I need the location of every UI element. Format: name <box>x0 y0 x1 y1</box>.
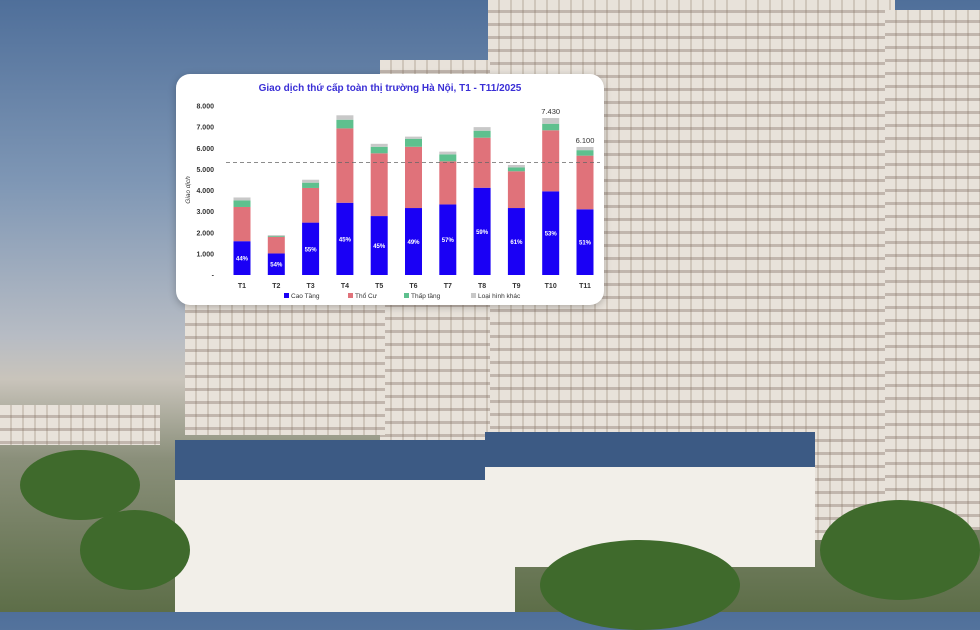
x-tick-label: T4 <box>341 283 349 290</box>
bar-segment-thấp-tầng <box>576 150 594 156</box>
legend-label: Loại hình khác <box>478 293 521 300</box>
x-tick-label: T1 <box>238 283 246 290</box>
x-tick-label: T10 <box>545 283 557 290</box>
legend-swatch <box>284 293 289 298</box>
x-tick-label: T5 <box>375 283 383 290</box>
bar-segment-cao-tầng <box>405 208 422 275</box>
bar-share-label: 49% <box>407 240 420 246</box>
bar-share-label: 54% <box>270 263 283 269</box>
legend-label: Cao Tầng <box>291 291 320 300</box>
bar-segment-thấp-tầng <box>405 138 422 147</box>
x-tick-label: T7 <box>444 283 452 290</box>
bar-segment-thấp-tầng <box>473 130 491 138</box>
x-tick-label: T11 <box>579 283 591 290</box>
y-tick-label: 5.000 <box>196 167 214 174</box>
bar-segment-cao-tầng <box>233 241 251 275</box>
y-tick-label: 3.000 <box>196 209 214 216</box>
x-tick-label: T3 <box>307 283 315 290</box>
bar-segment-loại-hình-khác <box>267 235 285 236</box>
bar-segment-thổ-cư <box>439 161 457 205</box>
bar-segment-thấp-tầng <box>370 146 388 154</box>
bar-segment-loại-hình-khác <box>439 151 457 155</box>
y-tick-label: 8.000 <box>196 104 214 111</box>
chart-title: Giao dịch thứ cấp toàn thị trường Hà Nội… <box>259 82 522 94</box>
y-tick-label: 4.000 <box>196 188 214 195</box>
bar-total-label: 7.430 <box>541 107 560 116</box>
bar-segment-cao-tầng <box>267 253 285 275</box>
bar-share-label: 44% <box>236 257 249 263</box>
bar-segment-loại-hình-khác <box>507 164 525 168</box>
bar-segment-thổ-cư <box>405 146 422 209</box>
bar-share-label: 45% <box>373 244 386 250</box>
bar-segment-cao-tầng <box>370 216 388 275</box>
bar-share-label: 59% <box>476 230 489 236</box>
x-tick-label: T2 <box>272 283 280 290</box>
bar-segment-thấp-tầng <box>439 154 457 162</box>
legend-label: Thấp tầng <box>411 291 441 300</box>
bar-segment-loại-hình-khác <box>576 146 594 151</box>
chart-card: Giao dịch thứ cấp toàn thị trường Hà Nội… <box>176 74 604 305</box>
bar-segment-loại-hình-khác <box>473 127 491 131</box>
bar-segment-cao-tầng <box>439 204 457 275</box>
bar-segment-cao-tầng <box>576 209 594 275</box>
bar-share-label: 61% <box>510 240 523 246</box>
bar-segment-thổ-cư <box>542 130 560 192</box>
bar-segment-thổ-cư <box>267 236 285 254</box>
legend-swatch <box>404 293 409 298</box>
bar-segment-thổ-cư <box>473 137 491 188</box>
x-tick-label: T8 <box>478 283 486 290</box>
legend-swatch <box>348 293 353 298</box>
y-tick-label: 1.000 <box>196 251 214 258</box>
bar-segment-loại-hình-khác <box>370 143 388 147</box>
bar-segment-thấp-tầng <box>542 123 560 131</box>
bar-total-label: 6.100 <box>576 136 595 145</box>
bar-segment-loại-hình-khác <box>405 136 422 139</box>
bar-share-label: 53% <box>545 232 558 238</box>
bar-segment-cao-tầng <box>507 208 525 275</box>
bar-segment-cao-tầng <box>336 202 354 275</box>
y-tick-label: 6.000 <box>196 146 214 153</box>
bar-segment-thấp-tầng <box>336 119 354 129</box>
bar-segment-cao-tầng <box>542 191 560 275</box>
legend-label: Thổ Cư <box>355 292 378 300</box>
y-tick-label: 7.000 <box>196 125 214 132</box>
y-tick-label: 2.000 <box>196 230 214 237</box>
bar-segment-thổ-cư <box>507 171 525 209</box>
x-tick-label: T6 <box>409 283 417 290</box>
bar-segment-thấp-tầng <box>507 167 525 172</box>
bar-segment-thổ-cư <box>336 128 354 203</box>
bar-segment-thổ-cư <box>576 155 594 210</box>
y-axis-label: Giao dịch <box>185 176 192 204</box>
bar-share-label: 45% <box>339 237 352 243</box>
y-tick-label: - <box>212 273 215 280</box>
bar-segment-loại-hình-khác <box>542 118 560 124</box>
x-tick-label: T9 <box>512 283 520 290</box>
legend-swatch <box>471 293 476 298</box>
bar-segment-thấp-tầng <box>302 182 320 188</box>
bar-segment-loại-hình-khác <box>233 197 251 201</box>
bar-segment-cao-tầng <box>302 222 320 275</box>
bar-segment-thổ-cư <box>302 187 320 223</box>
bar-segment-loại-hình-khác <box>302 179 320 183</box>
bar-share-label: 57% <box>442 238 455 244</box>
bar-segment-thấp-tầng <box>267 235 285 237</box>
stacked-bar-chart: Giao dịch thứ cấp toàn thị trường Hà Nội… <box>185 82 600 300</box>
bar-segment-loại-hình-khác <box>336 115 354 120</box>
bar-share-label: 55% <box>305 247 318 253</box>
bar-segment-cao-tầng <box>473 187 491 275</box>
bar-segment-thấp-tầng <box>233 200 251 207</box>
bar-segment-thổ-cư <box>233 206 251 242</box>
bar-share-label: 51% <box>579 241 592 247</box>
bar-segment-thổ-cư <box>370 153 388 217</box>
